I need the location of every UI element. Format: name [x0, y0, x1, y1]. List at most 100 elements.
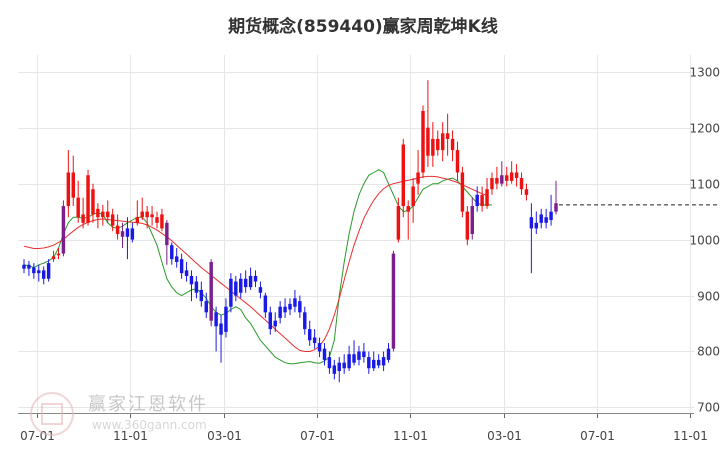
- candle-body: [307, 329, 312, 341]
- candle: [362, 343, 366, 363]
- candle-body: [150, 214, 154, 218]
- candle: [179, 253, 184, 279]
- candle-body: [46, 263, 51, 279]
- candle: [406, 200, 410, 240]
- candle: [101, 204, 105, 226]
- candle-body: [263, 295, 268, 313]
- candle: [248, 267, 253, 290]
- candle-body: [273, 320, 277, 327]
- candle: [96, 203, 100, 229]
- y-tick-label: 1200: [689, 122, 720, 136]
- candle: [115, 214, 120, 240]
- candle-body: [194, 281, 199, 293]
- candle-body: [426, 127, 430, 156]
- candle-body: [342, 362, 346, 369]
- candle: [46, 259, 51, 282]
- candle-body: [234, 281, 238, 296]
- candle-body: [509, 172, 514, 181]
- x-tick-label: 03-01: [207, 429, 242, 443]
- candle-body: [165, 222, 169, 246]
- candle: [322, 343, 327, 366]
- candle-body: [204, 301, 208, 313]
- candle-body: [283, 306, 287, 313]
- x-tick-label: 07-01: [580, 429, 615, 443]
- candle-body: [140, 211, 144, 218]
- candle: [239, 273, 243, 299]
- candle: [229, 273, 233, 313]
- candle-body: [460, 172, 465, 212]
- candle: [317, 337, 322, 358]
- candle: [455, 141, 460, 181]
- candle-body: [66, 172, 71, 207]
- candle: [495, 166, 499, 190]
- candle: [22, 259, 26, 274]
- candle-body: [480, 194, 484, 207]
- x-tick-label: 03-01: [487, 429, 522, 443]
- candle: [194, 275, 199, 299]
- candle-body: [174, 256, 179, 262]
- candle: [445, 113, 450, 156]
- candle-body: [91, 189, 95, 215]
- candle-body: [416, 172, 420, 184]
- candle: [209, 259, 213, 327]
- candle: [327, 351, 332, 374]
- candle: [470, 197, 474, 240]
- candle-body: [32, 267, 36, 274]
- candle-body: [367, 357, 371, 369]
- candle: [352, 340, 356, 366]
- candle: [416, 150, 420, 195]
- candle: [534, 211, 539, 234]
- watermark-seal-icon: [30, 392, 74, 436]
- candle-body: [160, 214, 164, 229]
- candle-body: [22, 264, 26, 269]
- candle: [66, 150, 71, 218]
- candle-body: [470, 206, 474, 234]
- candle: [32, 263, 36, 279]
- candle: [253, 270, 258, 288]
- candle: [519, 172, 524, 195]
- candle: [411, 178, 415, 223]
- candle-body: [209, 261, 213, 321]
- candle: [475, 186, 479, 212]
- candle: [544, 208, 548, 229]
- candle-body: [495, 178, 499, 184]
- candle-body: [357, 351, 361, 360]
- candle-body: [450, 138, 455, 151]
- candle-body: [440, 133, 445, 151]
- candle: [465, 206, 470, 246]
- candle-body: [130, 228, 135, 240]
- candle: [372, 351, 376, 372]
- candle-body: [347, 354, 351, 369]
- candle: [219, 315, 223, 363]
- candle: [505, 166, 509, 187]
- candle-body: [322, 348, 327, 360]
- candle-body: [110, 214, 115, 226]
- candle-body: [278, 306, 282, 318]
- candle-body: [401, 144, 406, 207]
- candle-body: [436, 138, 440, 151]
- candle-body: [199, 289, 204, 302]
- candle-body: [485, 189, 489, 207]
- candle: [539, 208, 543, 229]
- candle-body: [214, 312, 218, 327]
- candle-body: [490, 178, 494, 190]
- candle-body: [514, 172, 519, 179]
- candle: [426, 80, 430, 167]
- candle-body: [248, 275, 253, 288]
- candle: [307, 320, 312, 346]
- candle: [337, 357, 341, 383]
- candle: [347, 345, 351, 372]
- y-tick-label: 1100: [689, 178, 720, 192]
- candle: [155, 211, 159, 229]
- candle-body: [524, 189, 529, 195]
- candle-body: [421, 110, 425, 173]
- grid-layer: [18, 55, 694, 413]
- watermark: 赢家江恩软件 www.360gann.com: [30, 386, 240, 438]
- candle-body: [219, 323, 223, 335]
- candle: [332, 359, 337, 380]
- candle: [234, 275, 238, 302]
- candle: [174, 247, 179, 268]
- candle: [312, 329, 317, 349]
- candle: [490, 172, 494, 195]
- candle: [243, 270, 248, 293]
